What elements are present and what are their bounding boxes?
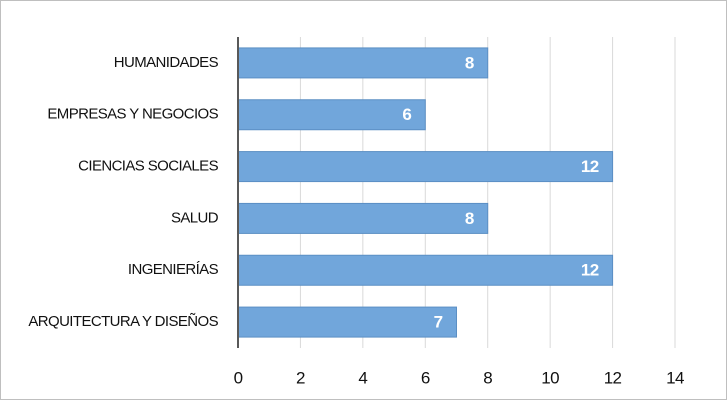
x-tick-label: 4 bbox=[358, 368, 367, 387]
bar bbox=[237, 254, 614, 286]
y-tick-label: CIENCIAS SOCIALES bbox=[78, 158, 218, 175]
y-tick-label: HUMANIDADES bbox=[114, 54, 219, 71]
x-tick-label: 14 bbox=[666, 368, 684, 387]
data-label: 12 bbox=[581, 157, 599, 176]
data-label: 12 bbox=[581, 261, 599, 280]
x-tick-label: 6 bbox=[421, 368, 430, 387]
x-tick-label: 8 bbox=[483, 368, 492, 387]
y-tick-label: ARQUITECTURA Y DISEÑOS bbox=[28, 313, 218, 330]
x-tick-label: 2 bbox=[296, 368, 305, 387]
data-label: 6 bbox=[402, 105, 411, 124]
x-tick-label: 12 bbox=[604, 368, 622, 387]
data-label: 8 bbox=[465, 209, 474, 228]
bar bbox=[237, 99, 426, 131]
bar bbox=[237, 151, 614, 183]
data-label: 8 bbox=[465, 53, 474, 72]
bar bbox=[237, 202, 489, 234]
y-tick-label: INGENIERÍAS bbox=[128, 261, 219, 278]
x-tick-label: 10 bbox=[541, 368, 559, 387]
bar bbox=[237, 47, 489, 79]
y-tick-label: EMPRESAS Y NEGOCIOS bbox=[47, 106, 218, 123]
x-tick-label: 0 bbox=[234, 368, 243, 387]
bar bbox=[237, 306, 457, 338]
data-label: 7 bbox=[434, 313, 443, 332]
y-tick-label: SALUD bbox=[171, 209, 219, 226]
